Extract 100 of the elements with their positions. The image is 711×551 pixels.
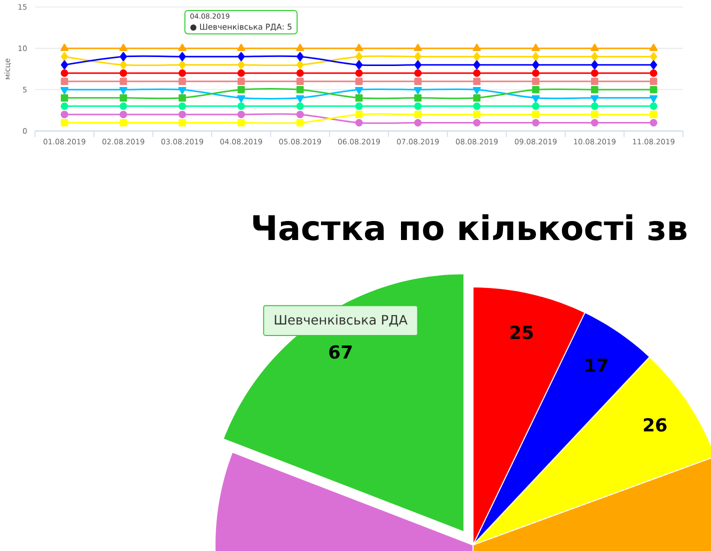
point xyxy=(120,69,128,77)
point xyxy=(178,87,186,94)
point xyxy=(590,102,598,110)
point xyxy=(120,94,128,102)
point xyxy=(472,44,481,51)
point xyxy=(591,60,598,70)
point xyxy=(355,118,363,126)
point xyxy=(414,78,422,86)
point xyxy=(120,52,127,62)
data-label: 17 xyxy=(586,358,608,372)
point xyxy=(590,118,598,126)
point xyxy=(590,86,598,94)
point xyxy=(650,95,658,102)
point xyxy=(532,110,540,118)
point xyxy=(650,118,658,126)
point xyxy=(237,102,245,110)
point xyxy=(178,119,186,126)
point xyxy=(414,52,422,62)
point xyxy=(355,94,363,102)
point xyxy=(473,78,480,86)
point xyxy=(473,69,481,77)
point xyxy=(473,52,480,62)
point xyxy=(355,60,363,70)
point xyxy=(238,86,245,94)
data-label: 26 xyxy=(644,418,666,432)
point xyxy=(590,69,598,77)
point xyxy=(120,78,128,86)
point xyxy=(532,102,540,110)
point xyxy=(60,69,68,77)
point xyxy=(650,52,658,62)
point xyxy=(354,44,364,51)
point xyxy=(178,110,186,118)
point xyxy=(414,87,422,94)
point xyxy=(60,110,68,118)
point xyxy=(120,119,128,126)
point xyxy=(472,87,481,94)
point xyxy=(60,87,69,94)
point xyxy=(414,110,422,118)
point xyxy=(60,102,68,110)
point xyxy=(473,94,480,102)
point xyxy=(120,102,128,110)
point xyxy=(591,52,598,62)
point xyxy=(237,69,245,77)
point xyxy=(60,60,68,70)
point xyxy=(119,87,128,94)
point xyxy=(60,94,68,102)
point xyxy=(532,52,540,62)
point xyxy=(296,44,304,51)
point xyxy=(296,102,304,110)
point xyxy=(178,94,186,102)
point xyxy=(296,119,304,126)
point xyxy=(532,44,540,51)
point xyxy=(355,78,363,86)
point xyxy=(178,102,186,110)
point xyxy=(296,78,304,86)
point xyxy=(590,95,599,102)
point xyxy=(296,95,304,102)
point xyxy=(414,102,422,110)
point xyxy=(60,44,69,51)
point xyxy=(650,44,658,51)
point xyxy=(473,110,480,118)
point xyxy=(178,52,186,62)
legend-label: Шевченківська РДА xyxy=(274,314,408,327)
point xyxy=(355,52,363,62)
point xyxy=(650,78,658,86)
point xyxy=(355,110,363,118)
chart-title: Частка по кількості зв xyxy=(253,214,686,240)
point xyxy=(532,78,540,86)
point xyxy=(532,95,540,102)
point xyxy=(354,87,364,94)
point xyxy=(296,86,304,94)
point xyxy=(120,60,127,70)
point xyxy=(120,110,128,118)
point xyxy=(237,110,245,118)
point xyxy=(296,60,304,70)
point xyxy=(60,52,68,62)
point xyxy=(237,95,246,102)
point xyxy=(178,60,186,70)
point xyxy=(590,78,598,86)
point xyxy=(296,110,304,118)
point xyxy=(473,60,480,70)
point xyxy=(473,102,481,110)
point xyxy=(355,69,363,77)
point xyxy=(60,119,68,126)
point xyxy=(590,44,599,51)
point xyxy=(296,69,304,77)
point xyxy=(178,69,186,77)
point xyxy=(238,60,245,70)
point xyxy=(473,118,481,126)
point xyxy=(60,78,68,86)
point xyxy=(590,110,598,118)
point xyxy=(532,86,540,94)
point xyxy=(414,118,422,126)
point xyxy=(414,69,422,77)
point xyxy=(532,118,540,126)
data-label: 67 xyxy=(329,345,352,359)
point xyxy=(650,60,658,70)
point xyxy=(650,102,658,110)
point xyxy=(119,44,128,51)
point xyxy=(237,44,246,51)
